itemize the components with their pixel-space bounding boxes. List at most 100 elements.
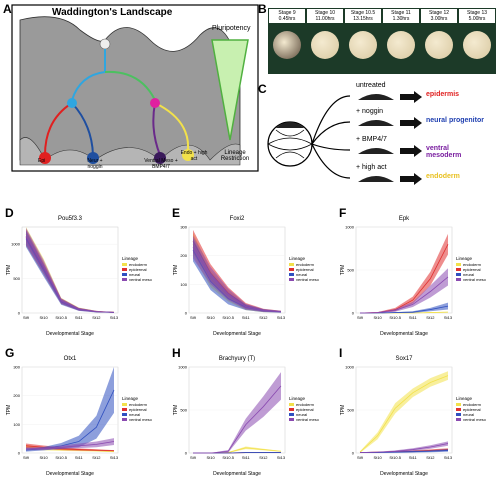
x-tick-label: St13 bbox=[444, 455, 453, 460]
chart-title: Pou5f3.3 bbox=[58, 216, 83, 222]
legend-swatch bbox=[456, 403, 461, 406]
arrow-head-icon bbox=[414, 173, 422, 185]
panel-letter: H bbox=[172, 346, 181, 360]
legend-swatch bbox=[289, 278, 294, 281]
y-tick-label: 1000 bbox=[11, 242, 21, 247]
x-tick-label: St10 bbox=[373, 455, 382, 460]
legend-swatch bbox=[122, 413, 127, 416]
animal-cap-icon bbox=[358, 120, 394, 126]
stage-cell: Stage 9 0.45hrs bbox=[269, 9, 305, 73]
y-tick-label: 0 bbox=[352, 311, 355, 316]
y-tick-label: 100 bbox=[13, 422, 20, 427]
legend-swatch bbox=[122, 408, 127, 411]
x-tick-label: St10 bbox=[206, 315, 215, 320]
x-tick-label: St10.5 bbox=[389, 455, 401, 460]
x-tick-label: St10 bbox=[206, 455, 215, 460]
x-axis-label: Developmental Stage bbox=[380, 471, 428, 477]
x-axis-label: Developmental Stage bbox=[213, 471, 261, 477]
stage-time: 11.00hrs bbox=[315, 16, 335, 22]
chart-title: Foxi2 bbox=[230, 216, 245, 222]
x-tick-label: St10 bbox=[39, 455, 48, 460]
legend-entry: neural bbox=[463, 412, 474, 417]
legend-swatch bbox=[289, 268, 294, 271]
x-tick-label: St9 bbox=[357, 315, 364, 320]
embryo-stage-strip: Stage 9 0.45hrs Stage 10 11.00hrs Stage 10.5… bbox=[268, 8, 496, 74]
x-tick-label: St9 bbox=[23, 315, 30, 320]
legend-swatch bbox=[289, 418, 294, 421]
legend-title: Lineage bbox=[456, 396, 473, 401]
legend-entry: ventral meso bbox=[463, 417, 487, 422]
x-tick-label: St10.5 bbox=[222, 455, 234, 460]
legend-swatch bbox=[289, 263, 294, 266]
x-tick-label: St13 bbox=[110, 455, 119, 460]
series-band bbox=[193, 235, 281, 313]
stage-label: Stage 13 5.00hrs bbox=[459, 9, 495, 23]
panel-letter: E bbox=[172, 206, 180, 220]
stage-cell: Stage 13 5.00hrs bbox=[459, 9, 495, 73]
x-tick-label: St11 bbox=[242, 315, 251, 320]
legend-entry: epidermal bbox=[296, 407, 314, 412]
legend-swatch bbox=[456, 268, 461, 271]
legend-entry: endoderm bbox=[463, 262, 482, 267]
legend-entry: ventral meso bbox=[129, 277, 153, 282]
y-tick-label: 1000 bbox=[345, 225, 355, 230]
valley-meso-ball bbox=[154, 152, 166, 164]
y-tick-label: 200 bbox=[180, 253, 187, 258]
chart-i: I Sox17 0 500 1000 St9 St10 St10.5 St11 St12 St13 D… bbox=[339, 346, 487, 477]
explant-arrow bbox=[311, 143, 351, 151]
explant-fate: ventral mesoderm bbox=[426, 145, 462, 159]
legend-entry: ventral meso bbox=[296, 417, 320, 422]
legend-swatch bbox=[289, 413, 294, 416]
series-line bbox=[359, 443, 449, 453]
y-tick-label: 500 bbox=[13, 276, 20, 281]
x-tick-label: St13 bbox=[277, 455, 286, 460]
y-tick-label: 0 bbox=[18, 311, 21, 316]
legend-title: Lineage bbox=[289, 396, 306, 401]
legend-title: Lineage bbox=[122, 396, 139, 401]
series-line bbox=[192, 246, 282, 312]
x-tick-label: St12 bbox=[426, 455, 435, 460]
x-tick-label: St9 bbox=[23, 455, 30, 460]
legend-swatch bbox=[456, 278, 461, 281]
legend-entry: epidermal bbox=[463, 407, 481, 412]
lineage-restriction-label: Lineage Restriction bbox=[220, 150, 250, 162]
series-band bbox=[360, 233, 448, 313]
x-tick-label: St13 bbox=[110, 315, 119, 320]
x-tick-label: St12 bbox=[259, 315, 268, 320]
series-band bbox=[26, 438, 114, 451]
legend-swatch bbox=[456, 418, 461, 421]
panel-letter-b: B bbox=[258, 2, 267, 16]
chart-e: E Foxi2 0 100 200 300 St9 St10 St10.5 St11 St12 St1… bbox=[172, 206, 320, 337]
y-tick-label: 500 bbox=[180, 408, 187, 413]
stage-label: Stage 11 1.30hrs bbox=[383, 9, 419, 23]
legend-entry: ventral meso bbox=[129, 417, 153, 422]
embryo-image bbox=[387, 31, 415, 59]
y-axis-label: TPM bbox=[173, 405, 179, 416]
legend-entry: endoderm bbox=[463, 402, 482, 407]
series-band bbox=[360, 371, 448, 453]
animal-cap-icon bbox=[358, 176, 394, 182]
x-tick-label: St13 bbox=[444, 315, 453, 320]
x-axis-label: Developmental Stage bbox=[46, 471, 94, 477]
stage-label: Stage 9 0.45hrs bbox=[269, 9, 305, 23]
legend-swatch bbox=[122, 403, 127, 406]
y-tick-label: 0 bbox=[18, 451, 21, 456]
y-tick-label: 500 bbox=[347, 268, 354, 273]
valley-label-neur: Neur + noggin bbox=[87, 158, 103, 170]
legend-entry: neural bbox=[296, 272, 307, 277]
stage-cell: Stage 10.5 13.15hrs bbox=[345, 9, 381, 73]
stage-time: 1.30hrs bbox=[392, 16, 410, 22]
explant-treatment: + BMP4/7 bbox=[356, 136, 387, 143]
legend-entry: epidermal bbox=[129, 407, 147, 412]
y-axis-label: TPM bbox=[6, 405, 12, 416]
series-line bbox=[26, 441, 115, 450]
explant-arrow bbox=[311, 121, 351, 145]
legend-entry: ventral meso bbox=[463, 277, 487, 282]
explant-fate: neural progenitor bbox=[426, 117, 484, 124]
panel-letter: D bbox=[5, 206, 14, 220]
stage-time: 5.00hrs bbox=[468, 16, 486, 22]
chart-g: G Otx1 0 100 200 300 St9 St10 St10.5 St11 St12 St13… bbox=[5, 346, 153, 477]
legend-title: Lineage bbox=[122, 256, 139, 261]
legend-entry: neural bbox=[129, 412, 140, 417]
legend-entry: epidermal bbox=[463, 267, 481, 272]
